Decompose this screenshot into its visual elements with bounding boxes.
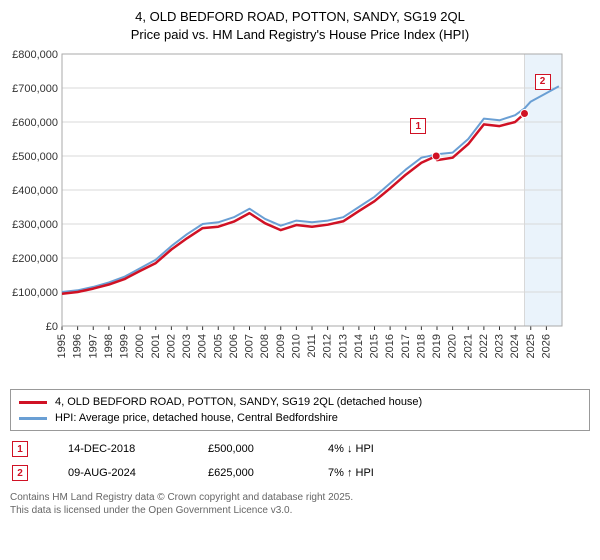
footnote-line-2: This data is licensed under the Open Gov…: [10, 504, 590, 517]
sale-row: 2 09-AUG-2024 £625,000 7% ↑ HPI: [10, 461, 590, 485]
chart-area: £0 £100,000 £200,000 £300,000 £400,000 £500,0…: [10, 48, 590, 383]
sale-marker-box: 2: [12, 465, 28, 481]
svg-text:£300,000: £300,000: [12, 219, 58, 231]
svg-text:2015: 2015: [369, 334, 381, 358]
sale-marker-box: 1: [12, 441, 28, 457]
svg-text:2014: 2014: [353, 334, 365, 358]
svg-text:£100,000: £100,000: [12, 287, 58, 299]
sale-marker-2: 2: [535, 74, 551, 90]
sale-price: £500,000: [208, 443, 288, 455]
legend: 4, OLD BEDFORD ROAD, POTTON, SANDY, SG19…: [10, 389, 590, 431]
svg-text:2019: 2019: [431, 334, 443, 358]
legend-swatch: [19, 417, 47, 420]
svg-text:1999: 1999: [119, 334, 131, 358]
svg-text:2005: 2005: [212, 334, 224, 358]
sale-row: 1 14-DEC-2018 £500,000 4% ↓ HPI: [10, 437, 590, 461]
svg-text:£600,000: £600,000: [12, 117, 58, 129]
svg-text:2000: 2000: [134, 334, 146, 358]
svg-text:£700,000: £700,000: [12, 83, 58, 95]
legend-item: HPI: Average price, detached house, Cent…: [19, 410, 581, 426]
sale-table: 1 14-DEC-2018 £500,000 4% ↓ HPI 2 09-AUG-2024…: [10, 437, 590, 485]
svg-text:2002: 2002: [165, 334, 177, 358]
svg-text:2018: 2018: [415, 334, 427, 358]
footnote-line-1: Contains HM Land Registry data © Crown c…: [10, 491, 590, 504]
svg-text:2026: 2026: [540, 334, 552, 358]
svg-text:2024: 2024: [509, 334, 521, 358]
svg-text:2013: 2013: [337, 334, 349, 358]
svg-text:2020: 2020: [447, 334, 459, 358]
svg-text:£200,000: £200,000: [12, 253, 58, 265]
svg-text:2011: 2011: [306, 334, 318, 358]
svg-text:2016: 2016: [384, 334, 396, 358]
legend-item: 4, OLD BEDFORD ROAD, POTTON, SANDY, SG19…: [19, 394, 581, 410]
svg-text:2008: 2008: [259, 334, 271, 358]
svg-text:2010: 2010: [290, 334, 302, 358]
svg-text:2009: 2009: [275, 334, 287, 358]
svg-text:£500,000: £500,000: [12, 151, 58, 163]
legend-label: HPI: Average price, detached house, Cent…: [55, 412, 338, 424]
svg-text:1995: 1995: [56, 334, 68, 358]
svg-text:1997: 1997: [87, 334, 99, 358]
svg-text:2022: 2022: [478, 334, 490, 358]
sale-date: 14-DEC-2018: [68, 443, 168, 455]
svg-text:2001: 2001: [150, 334, 162, 358]
svg-text:2004: 2004: [197, 334, 209, 358]
svg-text:1996: 1996: [72, 334, 84, 358]
svg-text:2025: 2025: [525, 334, 537, 358]
svg-text:£400,000: £400,000: [12, 185, 58, 197]
svg-text:2017: 2017: [400, 334, 412, 358]
svg-text:2003: 2003: [181, 334, 193, 358]
title-line-1: 4, OLD BEDFORD ROAD, POTTON, SANDY, SG19…: [10, 8, 590, 26]
svg-text:2006: 2006: [228, 334, 240, 358]
svg-text:2007: 2007: [244, 334, 256, 358]
footnote: Contains HM Land Registry data © Crown c…: [10, 491, 590, 517]
sale-date: 09-AUG-2024: [68, 467, 168, 479]
svg-text:1998: 1998: [103, 334, 115, 358]
svg-text:£800,000: £800,000: [12, 49, 58, 61]
sale-marker-1: 1: [410, 118, 426, 134]
sale-diff: 7% ↑ HPI: [328, 467, 408, 479]
line-chart-svg: £0 £100,000 £200,000 £300,000 £400,000 £500,0…: [10, 48, 570, 378]
sale-price: £625,000: [208, 467, 288, 479]
svg-text:2023: 2023: [494, 334, 506, 358]
sale-diff: 4% ↓ HPI: [328, 443, 408, 455]
legend-label: 4, OLD BEDFORD ROAD, POTTON, SANDY, SG19…: [55, 396, 422, 408]
chart-title: 4, OLD BEDFORD ROAD, POTTON, SANDY, SG19…: [10, 8, 590, 44]
svg-text:2021: 2021: [462, 334, 474, 358]
legend-swatch: [19, 401, 47, 404]
svg-text:2012: 2012: [322, 334, 334, 358]
title-line-2: Price paid vs. HM Land Registry's House …: [10, 26, 590, 44]
svg-text:£0: £0: [46, 321, 58, 333]
